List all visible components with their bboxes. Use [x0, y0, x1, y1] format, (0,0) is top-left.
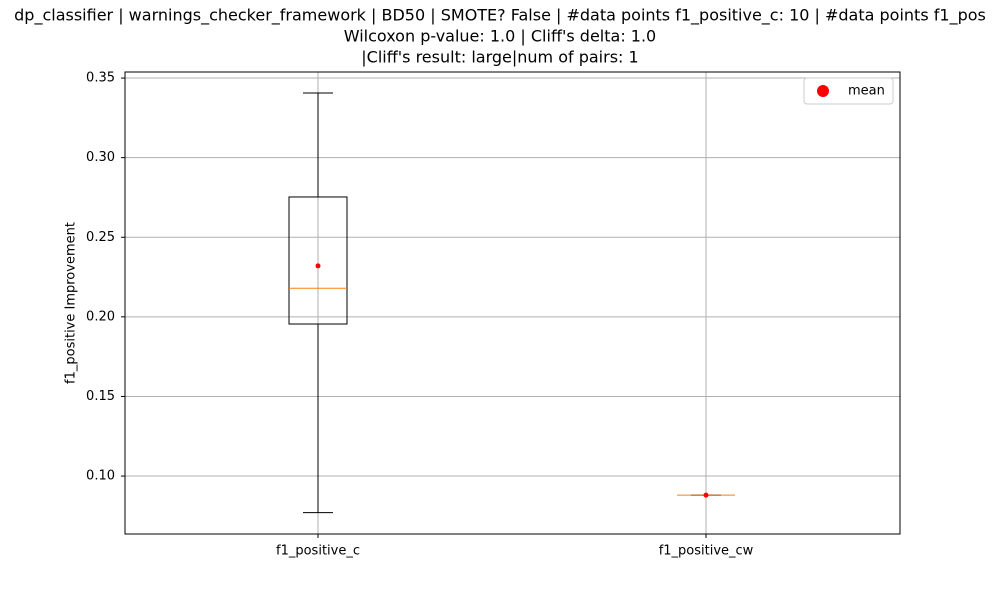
chart-title: Wilcoxon p-value: 1.0 | Cliff's delta: 1… — [344, 27, 656, 46]
plot-frame — [124, 71, 901, 535]
y-tick-label: 0.25 — [86, 230, 115, 245]
chart-title: |Cliff's result: large|num of pairs: 1 — [361, 48, 638, 67]
chart-title: dp_classifier | warnings_checker_framewo… — [14, 6, 986, 26]
mean-marker — [703, 492, 709, 498]
x-tick-label: f1_positive_c — [276, 544, 360, 559]
x-tick-label: f1_positive_cw — [659, 544, 754, 559]
legend-box — [803, 77, 894, 105]
box — [288, 196, 348, 325]
y-tick-label: 0.15 — [86, 389, 115, 404]
y-tick-label: 0.35 — [86, 71, 115, 86]
legend-label: mean — [848, 84, 885, 99]
mean-marker — [315, 263, 321, 269]
y-tick-label: 0.10 — [86, 469, 115, 484]
y-tick-label: 0.20 — [86, 309, 115, 324]
y-axis-label: f1_positive Improvement — [64, 222, 79, 384]
legend-marker — [817, 85, 829, 97]
y-tick-label: 0.30 — [86, 150, 115, 165]
